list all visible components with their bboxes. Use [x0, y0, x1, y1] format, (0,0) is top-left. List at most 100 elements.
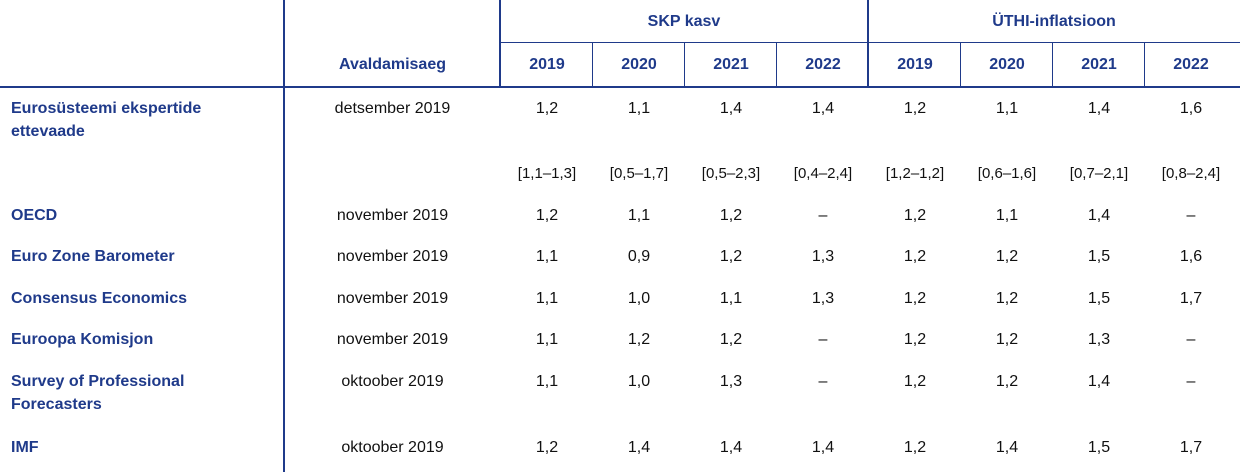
row-publication-date: detsember 2019	[334, 100, 451, 117]
value-cell: 1,2	[995, 290, 1019, 307]
value-cell: 1,4	[1087, 207, 1111, 224]
value-cell: 1,5	[1087, 439, 1111, 456]
row-source-label: Euro Zone Barometer	[11, 248, 175, 265]
value-cell: 0,9	[627, 248, 651, 265]
value-cell: 1,4	[1087, 373, 1111, 390]
range-cell: [0,8–2,4]	[1161, 165, 1221, 182]
value-cell: 1,6	[1179, 248, 1203, 265]
value-cell: 1,2	[903, 248, 927, 265]
value-cell: 1,2	[903, 207, 927, 224]
row-source-label: Eurosüsteemi ekspertide ettevaade	[11, 100, 202, 140]
year-header: 2022	[805, 56, 841, 73]
value-cell: 1,2	[627, 331, 651, 348]
value-cell: 1,3	[719, 373, 743, 390]
year-header: 2020	[621, 56, 657, 73]
value-cell: –	[1186, 331, 1196, 348]
value-cell: –	[1186, 207, 1196, 224]
value-cell: –	[818, 207, 828, 224]
value-cell: 1,2	[903, 373, 927, 390]
value-cell: 1,2	[535, 207, 559, 224]
value-cell: –	[818, 373, 828, 390]
row-publication-date: november 2019	[336, 331, 449, 348]
value-cell: 1,2	[995, 331, 1019, 348]
value-cell: 1,5	[1087, 290, 1111, 307]
rule-group-underline	[500, 42, 1240, 43]
range-cell: [0,7–2,1]	[1069, 165, 1129, 182]
value-cell: 1,1	[535, 331, 559, 348]
value-cell: 1,1	[627, 100, 651, 117]
rule-year-sep	[776, 42, 777, 87]
value-cell: 1,2	[995, 248, 1019, 265]
value-cell: 1,2	[535, 100, 559, 117]
rule-year-sep	[684, 42, 685, 87]
value-cell: 1,4	[811, 439, 835, 456]
group-header-hicp: ÜTHI-inflatsioon	[992, 13, 1116, 30]
value-cell: 1,2	[903, 290, 927, 307]
value-cell: 1,5	[1087, 248, 1111, 265]
row-source-label: OECD	[11, 207, 58, 224]
value-cell: 1,2	[903, 439, 927, 456]
value-cell: 1,4	[995, 439, 1019, 456]
column-header-publication-date: Avaldamisaeg	[338, 56, 446, 73]
year-header: 2021	[1081, 56, 1117, 73]
value-cell: 1,2	[903, 331, 927, 348]
value-cell: 1,4	[627, 439, 651, 456]
value-cell: 1,1	[535, 248, 559, 265]
value-cell: 1,1	[535, 373, 559, 390]
rule-year-sep	[592, 42, 593, 87]
row-publication-date: oktoober 2019	[341, 439, 444, 456]
value-cell: 1,2	[903, 100, 927, 117]
rule-gdp-hicp	[867, 0, 869, 87]
group-header-gdp: SKP kasv	[647, 13, 721, 30]
rule-header-bottom	[0, 86, 1240, 88]
value-cell: 1,6	[1179, 100, 1203, 117]
row-source-label: IMF	[11, 439, 39, 456]
value-cell: 1,1	[995, 207, 1019, 224]
value-cell: 1,4	[811, 100, 835, 117]
value-cell: 1,2	[719, 248, 743, 265]
row-publication-date: oktoober 2019	[341, 373, 444, 390]
range-cell: [0,5–1,7]	[609, 165, 669, 182]
value-cell: 1,7	[1179, 290, 1203, 307]
row-source-label: Survey of Professional Forecasters	[11, 373, 185, 413]
rule-year-sep	[1052, 42, 1053, 87]
value-cell: 1,0	[627, 290, 651, 307]
row-publication-date: november 2019	[336, 207, 449, 224]
value-cell: 1,1	[535, 290, 559, 307]
rule-date-gdp	[499, 0, 501, 87]
value-cell: –	[1186, 373, 1196, 390]
value-cell: 1,1	[719, 290, 743, 307]
rule-year-sep	[960, 42, 961, 87]
value-cell: 1,3	[811, 290, 835, 307]
range-cell: [0,5–2,3]	[701, 165, 761, 182]
value-cell: 1,3	[1087, 331, 1111, 348]
range-cell: [0,4–2,4]	[793, 165, 853, 182]
row-source-label: Euroopa Komisjon	[11, 331, 154, 348]
value-cell: 1,3	[811, 248, 835, 265]
value-cell: 1,1	[995, 100, 1019, 117]
value-cell: 1,4	[719, 439, 743, 456]
value-cell: 1,4	[719, 100, 743, 117]
rule-year-sep	[1144, 42, 1145, 87]
value-cell: 1,2	[535, 439, 559, 456]
value-cell: 1,2	[995, 373, 1019, 390]
year-header: 2019	[529, 56, 565, 73]
value-cell: 1,4	[1087, 100, 1111, 117]
row-publication-date: november 2019	[336, 248, 449, 265]
year-header: 2022	[1173, 56, 1209, 73]
range-cell: [0,6–1,6]	[977, 165, 1037, 182]
value-cell: 1,1	[627, 207, 651, 224]
row-publication-date: november 2019	[336, 290, 449, 307]
value-cell: 1,2	[719, 207, 743, 224]
row-source-label: Consensus Economics	[11, 290, 188, 307]
rule-source-date	[283, 0, 285, 472]
value-cell: 1,7	[1179, 439, 1203, 456]
year-header: 2021	[713, 56, 749, 73]
value-cell: –	[818, 331, 828, 348]
value-cell: 1,2	[719, 331, 743, 348]
range-cell: [1,2–1,2]	[885, 165, 945, 182]
year-header: 2019	[897, 56, 933, 73]
value-cell: 1,0	[627, 373, 651, 390]
year-header: 2020	[989, 56, 1025, 73]
range-cell: [1,1–1,3]	[517, 165, 577, 182]
